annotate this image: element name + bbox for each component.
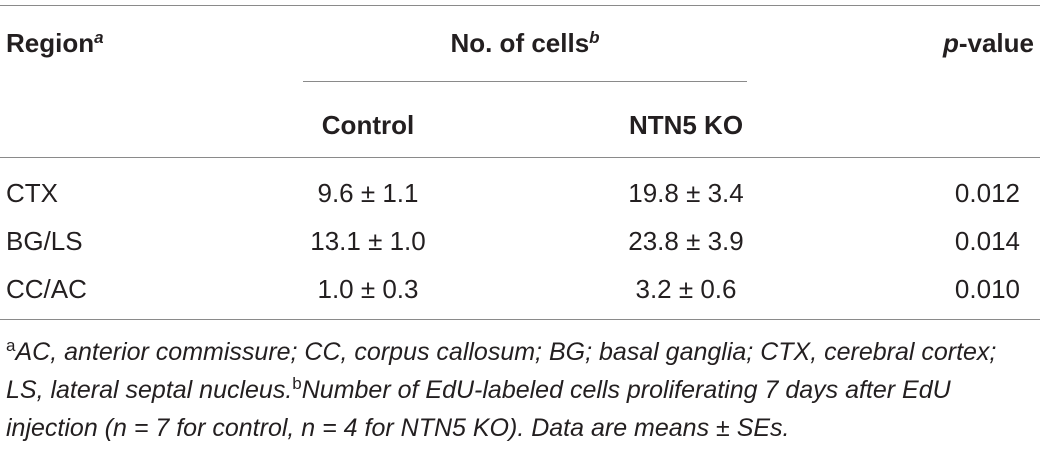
row-ko: 3.2 ± 0.6: [635, 274, 737, 304]
row-pvalue: 0.010: [954, 274, 1020, 304]
row-control: 9.6 ± 1.1: [317, 178, 419, 208]
header-region: Regiona: [6, 28, 104, 58]
table-bottom-rule: [0, 319, 1040, 320]
top-rule: [0, 5, 1040, 6]
footnote-b-text: Number of EdU-labeled cells proliferatin…: [6, 376, 951, 442]
header-pvalue: p-value: [830, 28, 1034, 58]
header-pvalue-italic: p: [942, 28, 959, 58]
table-footnote: aAC, anterior commissure; CC, corpus cal…: [6, 333, 1038, 447]
header-control: Control: [321, 110, 415, 140]
header-cells: No. of cellsb: [303, 28, 747, 58]
row-ko: 19.8 ± 3.4: [628, 178, 744, 208]
header-pvalue-rest: -value: [958, 28, 1034, 58]
footnote-a-text: AC, anterior commissure; CC, corpus call…: [6, 338, 997, 404]
row-control: 13.1 ± 1.0: [310, 226, 426, 256]
footnote-a-marker: a: [6, 336, 16, 355]
header-ko: NTN5 KO: [628, 110, 744, 140]
footnote-b-marker: b: [292, 374, 302, 393]
cells-group-rule: [303, 81, 747, 82]
row-region: CC/AC: [6, 274, 87, 304]
row-pvalue: 0.014: [954, 226, 1020, 256]
header-region-label: Region: [6, 28, 95, 58]
header-bottom-rule: [0, 157, 1040, 158]
header-cells-label: No. of cells: [450, 28, 590, 58]
row-control: 1.0 ± 0.3: [317, 274, 419, 304]
row-ko: 23.8 ± 3.9: [628, 226, 744, 256]
row-pvalue: 0.012: [954, 178, 1020, 208]
header-cells-sup: b: [589, 28, 600, 47]
row-region: BG/LS: [6, 226, 83, 256]
row-region: CTX: [6, 178, 58, 208]
header-region-sup: a: [94, 28, 104, 47]
